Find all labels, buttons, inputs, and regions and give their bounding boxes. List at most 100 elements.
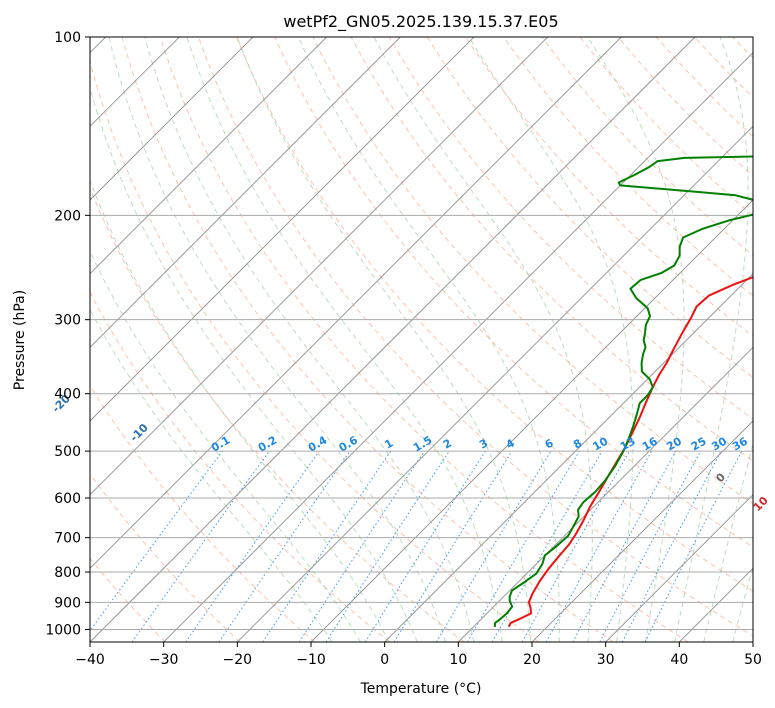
y-tick-label: 800 <box>54 565 81 581</box>
isotherm <box>457 346 753 642</box>
y-axis: 100 200 300 400 500 600 700 800 900 1000 <box>45 30 90 638</box>
mixing-ratio-line <box>435 450 552 642</box>
dry-adiabat <box>198 37 753 637</box>
mixing-ratio-line <box>90 450 223 632</box>
x-tick-label: 50 <box>744 652 762 668</box>
isotherm <box>90 37 475 422</box>
isotherm <box>90 37 696 642</box>
dry-adiabat <box>541 37 753 257</box>
dry-adiabat <box>656 37 753 138</box>
x-tick-label: 20 <box>523 652 541 668</box>
moist-adiabat <box>144 37 475 642</box>
isotherm <box>605 493 753 642</box>
isotherm <box>384 272 753 642</box>
reference-lines <box>90 37 775 642</box>
x-tick-label: 0 <box>380 652 389 668</box>
dry-adiabat <box>388 37 753 420</box>
y-axis-title: Pressure (hPa) <box>12 290 28 390</box>
sounding-profiles <box>493 155 753 628</box>
dry-adiabat <box>732 37 753 59</box>
dry-adiabat <box>90 186 465 642</box>
moist-adiabat <box>674 37 749 642</box>
isotherm <box>752 641 753 642</box>
mixing-ratio-label: 1 <box>382 437 395 452</box>
x-tick-label: 40 <box>670 652 688 668</box>
mixing-ratio-line <box>364 450 486 642</box>
x-axis-title: Temperature (°C) <box>360 681 482 697</box>
y-tick-label: 900 <box>54 595 81 611</box>
y-tick-label: 1000 <box>45 622 81 638</box>
gridlines <box>90 37 753 642</box>
x-axis: −40 −30 −20 −10 0 10 20 30 40 50 <box>75 642 762 668</box>
moist-adiabat <box>108 37 447 642</box>
x-tick-label: −30 <box>149 652 179 668</box>
isotherm <box>531 420 753 642</box>
isotherm <box>90 37 401 349</box>
isotherm <box>163 51 753 642</box>
isotherm <box>90 37 254 201</box>
dry-adiabat <box>426 37 753 379</box>
x-tick-label: 30 <box>597 652 615 668</box>
mixing-ratio-label: 6 <box>543 436 556 451</box>
moist-adiabat <box>587 37 685 642</box>
moist-adiabat <box>732 564 753 642</box>
mixing-ratio-line <box>393 450 513 642</box>
moist-adiabat <box>297 37 560 642</box>
x-tick-label: −40 <box>75 652 105 668</box>
dry-adiabat <box>236 37 753 592</box>
y-tick-label: 600 <box>54 491 81 507</box>
y-tick-label: 400 <box>54 387 81 403</box>
dewpoint-line <box>493 155 753 627</box>
moist-adiabat <box>90 86 418 642</box>
y-tick-label: 700 <box>54 531 81 547</box>
mixing-ratio-line <box>325 450 450 642</box>
y-tick-label: 200 <box>54 208 81 224</box>
dry-adiabat <box>771 37 775 642</box>
mixing-ratio-line <box>621 450 722 642</box>
y-tick-label: 100 <box>54 30 81 46</box>
mixing-ratio-line <box>298 450 425 642</box>
plot-frame <box>89 36 754 643</box>
moist-adiabat-label: 10 <box>751 494 771 514</box>
mixing-ratio-line <box>262 450 392 642</box>
mixing-ratio-label: 2 <box>441 437 454 452</box>
y-tick-label: 300 <box>54 313 81 329</box>
mixing-ratio-line <box>218 450 351 642</box>
mixing-ratio-line <box>131 450 270 642</box>
temperature-line <box>507 276 753 628</box>
y-tick-label: 500 <box>54 444 81 460</box>
isotherm <box>236 125 753 642</box>
dry-adiabat <box>465 37 753 337</box>
moist-adiabat <box>373 37 593 642</box>
mixing-ratio-line <box>644 450 743 642</box>
isotherm <box>90 37 549 496</box>
isotherm <box>90 37 328 275</box>
x-tick-label: −10 <box>296 652 326 668</box>
moist-adiabat <box>90 308 333 642</box>
dry-adiabat <box>90 472 241 642</box>
dry-adiabat <box>274 37 753 548</box>
mixing-ratio-line <box>467 450 580 642</box>
dry-adiabat <box>350 37 753 462</box>
dry-adiabat <box>90 384 316 642</box>
isotherm <box>310 199 753 642</box>
moist-adiabat <box>703 441 753 642</box>
moist-adiabat-label: 0 <box>713 470 728 485</box>
dry-adiabat <box>90 291 390 642</box>
dry-adiabat-label: -10 <box>128 421 151 444</box>
x-tick-label: 10 <box>449 652 467 668</box>
moist-adiabat <box>186 37 503 642</box>
isotherm <box>90 37 622 570</box>
dry-adiabat <box>159 37 689 642</box>
dry-adiabat <box>90 59 540 642</box>
moist-adiabat <box>90 250 362 642</box>
mixing-ratio-line <box>572 450 677 642</box>
mixing-ratio-line <box>521 450 630 642</box>
mixing-ratio-line <box>545 450 653 642</box>
x-tick-label: −20 <box>223 652 253 668</box>
mixing-ratio-line <box>185 450 320 642</box>
chart-title: wetPf2_GN05.2025.139.15.37.E05 <box>283 12 558 32</box>
mixing-ratio-label: 4 <box>504 436 517 451</box>
moist-adiabat <box>90 179 390 642</box>
